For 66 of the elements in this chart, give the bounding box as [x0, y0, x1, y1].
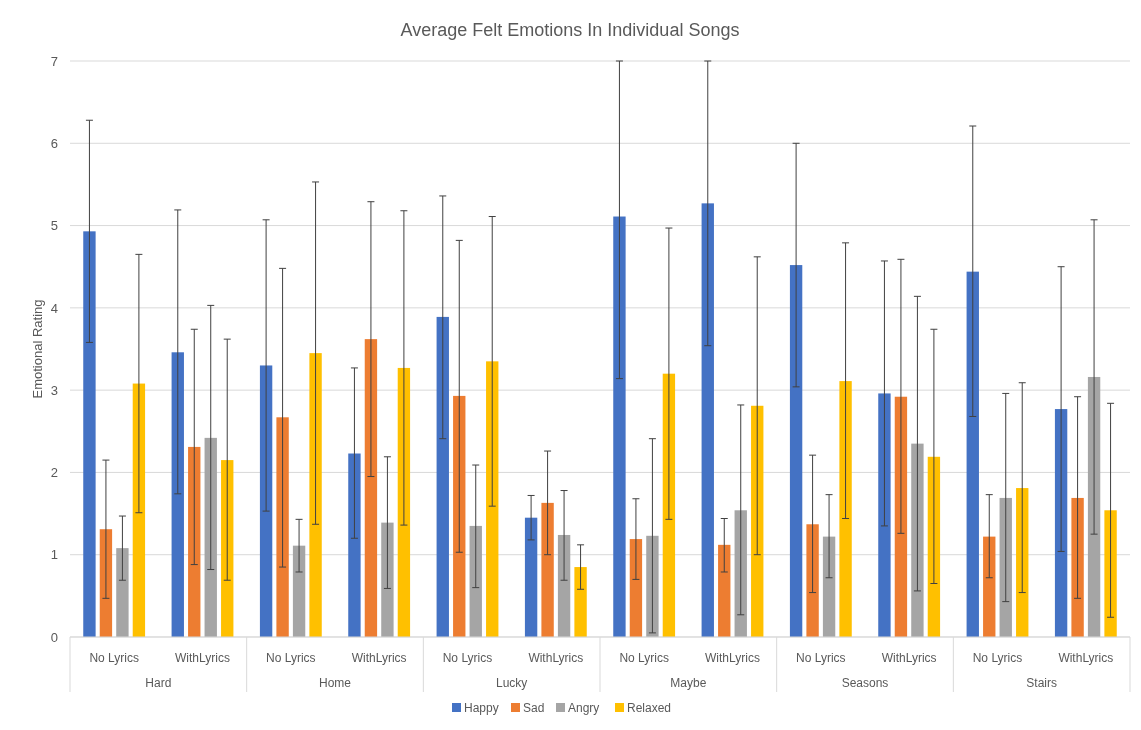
- bar: [983, 536, 996, 637]
- bar: [309, 353, 322, 637]
- bar: [1071, 497, 1084, 637]
- bar: [839, 381, 852, 637]
- y-tick-label: 1: [50, 547, 58, 563]
- x-tick-label: No Lyrics: [796, 651, 846, 665]
- text: Lucky: [495, 676, 528, 690]
- text: Maybe: [670, 676, 707, 690]
- bar: [188, 446, 201, 637]
- x-tick-label: WithLyrics: [351, 651, 407, 665]
- y-tick-label: 3: [50, 382, 58, 398]
- bar: [701, 203, 714, 637]
- legend-label: Angry: [568, 701, 600, 715]
- y-tick-label: 2: [50, 465, 58, 481]
- bar: [646, 535, 659, 637]
- y-tick-label: 6: [50, 135, 58, 151]
- bar: [524, 517, 538, 637]
- text: Hard: [145, 676, 172, 690]
- bar: [469, 525, 482, 637]
- x-tick-label: WithLyrics: [528, 651, 584, 665]
- bar: [486, 361, 499, 637]
- bar: [718, 544, 731, 637]
- legend-label: Relaxed: [627, 701, 672, 715]
- bar: [348, 453, 361, 637]
- x-tick-label: WithLyrics: [881, 651, 937, 665]
- bar: [613, 216, 626, 637]
- x-tick-label: No Lyrics: [266, 651, 316, 665]
- bar: [1104, 510, 1117, 637]
- chart-title: Average Felt Emotions In Individual Songs: [400, 20, 740, 40]
- bar: [806, 524, 819, 637]
- bar: [751, 405, 764, 637]
- bar: [911, 443, 924, 637]
- bar: [1016, 488, 1029, 637]
- x-tick-label: WithLyrics: [175, 651, 230, 665]
- bar: [541, 502, 554, 637]
- bar: [966, 271, 979, 637]
- x-tick-label: No Lyrics: [972, 651, 1023, 665]
- x-tick-label: No Lyrics: [619, 651, 669, 665]
- bar: [116, 548, 129, 637]
- bar: [878, 393, 891, 637]
- bar: [83, 231, 96, 637]
- text: Home: [318, 676, 352, 690]
- y-axis-title: Emotional Rating: [30, 299, 45, 399]
- bar: [171, 352, 184, 637]
- x-tick-label: No Lyrics: [442, 651, 493, 665]
- bar: [292, 545, 306, 637]
- x-tick-label: WithLyrics: [1058, 651, 1114, 665]
- x-tick-label: WithLyrics: [705, 651, 760, 665]
- bar: [381, 522, 394, 637]
- bar: [436, 316, 449, 637]
- bar: [276, 417, 289, 637]
- y-tick-label: 0: [50, 629, 58, 645]
- bar: [574, 567, 587, 637]
- text: Seasons: [841, 676, 889, 690]
- y-tick-label: 5: [50, 218, 58, 234]
- x-tick-label: No Lyrics: [89, 651, 139, 665]
- bar: [999, 497, 1012, 637]
- legend-label: Happy: [464, 701, 499, 715]
- text: Stairs: [1026, 676, 1058, 690]
- legend-label: Sad: [523, 701, 545, 715]
- bar: [221, 460, 234, 637]
- y-tick-label: 4: [50, 300, 58, 316]
- bar: [204, 437, 217, 637]
- bar: [789, 265, 803, 637]
- y-tick-label: 7: [50, 53, 58, 69]
- bar: [453, 395, 466, 637]
